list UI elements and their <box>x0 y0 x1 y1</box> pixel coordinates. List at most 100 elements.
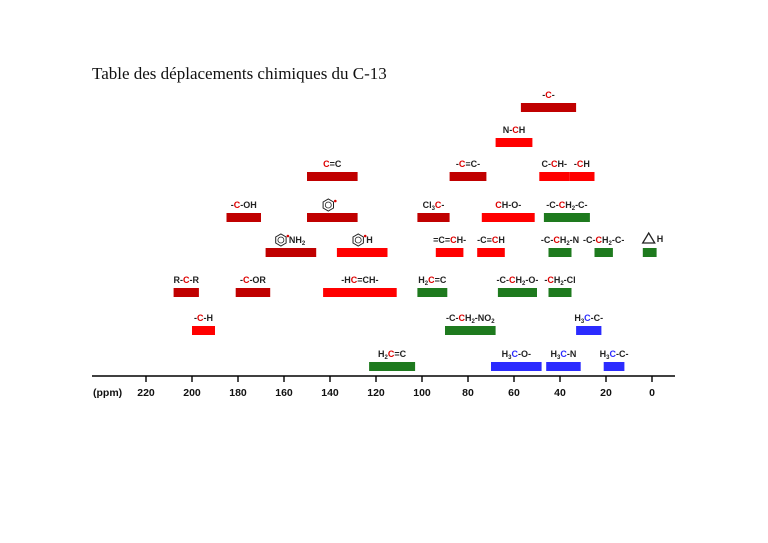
group-label-text: -C≡C- <box>456 159 480 169</box>
group-label-text: -C- <box>542 90 555 100</box>
range-bar <box>307 172 358 181</box>
range-bars <box>173 103 657 371</box>
range-bar <box>569 172 595 181</box>
group-label: -HC=CH- <box>341 275 378 285</box>
group-label-text: NH2 <box>289 235 306 247</box>
range-bar <box>548 288 572 297</box>
axis-tick-label: 80 <box>462 387 474 399</box>
range-bar <box>495 138 533 147</box>
axis-tick-label: 160 <box>275 387 293 399</box>
group-label-text: H2C=C <box>418 275 447 287</box>
range-bar <box>417 288 448 297</box>
group-label-text: C-CH- <box>542 159 568 169</box>
benzene-ring-icon <box>352 233 364 247</box>
group-label: H <box>641 231 664 244</box>
group-label: Cl3C- <box>423 200 445 212</box>
group-label: -C-CH2-N <box>541 235 579 247</box>
group-label-text: H3C-C- <box>574 313 603 325</box>
range-bar <box>435 248 464 257</box>
group-label-text: R-C-R <box>174 275 200 285</box>
group-label: R-C-R <box>174 275 200 285</box>
range-bar <box>449 172 487 181</box>
group-label: -CH2-Cl <box>544 275 575 287</box>
group-label: -C-CH2-NO2 <box>446 313 495 325</box>
range-bar <box>539 172 570 181</box>
range-bar <box>417 213 450 222</box>
aromatic-circle-icon <box>277 236 285 244</box>
axis-tick-label: 0 <box>649 387 655 399</box>
group-label: -C≡C- <box>456 159 480 169</box>
range-bar <box>336 248 388 257</box>
group-label-text: -CH <box>574 159 590 169</box>
carbon-marker-icon <box>334 199 337 203</box>
axis-tick-label: 60 <box>508 387 520 399</box>
group-label-text: H2C=C <box>378 349 407 361</box>
group-label-text: -HC=CH- <box>341 275 378 285</box>
range-bar <box>491 362 542 371</box>
group-label-text: H3C-C- <box>600 349 629 361</box>
group-label: C-CH- <box>542 159 568 169</box>
group-label-text: -C-CH2-O- <box>497 275 539 287</box>
group-label-text: -C-CH2-N <box>541 235 579 247</box>
axis-tick-label: 220 <box>137 387 155 399</box>
group-label-text: -C-CH2-C- <box>583 235 624 247</box>
group-label: -C-CH2-C- <box>583 235 624 247</box>
group-label: -C-CH2-O- <box>497 275 539 287</box>
cyclopropane-ring-icon <box>641 231 656 244</box>
carbon-marker-icon <box>363 234 367 238</box>
range-bar <box>226 213 261 222</box>
group-label-text: -CH2-Cl <box>544 275 575 287</box>
group-label: H3C-N <box>551 349 577 361</box>
group-label: H2C=C <box>418 275 447 287</box>
group-label: NH2 <box>275 233 306 247</box>
ppm-axis: (ppm) 220 200 180 160 140 120 100 80 60 40 20 0 <box>92 375 675 399</box>
group-label: =C=CH- <box>433 235 466 245</box>
aromatic-circle-icon <box>354 236 362 244</box>
range-bar <box>445 326 496 335</box>
axis-tick-label: 200 <box>183 387 201 399</box>
group-label: -CH <box>574 159 590 169</box>
range-bar <box>173 288 199 297</box>
range-bar <box>576 326 602 335</box>
range-bar <box>192 326 215 335</box>
group-label: -C-H <box>194 313 213 323</box>
group-label: C=C <box>323 159 342 169</box>
group-label-text: H <box>657 234 664 244</box>
group-label-text: -C-OR <box>240 275 266 285</box>
group-label: -C≡CH <box>477 235 505 245</box>
group-label <box>322 198 337 212</box>
carbon-marker-icon <box>286 234 290 238</box>
group-label: N-CH <box>503 125 526 135</box>
range-bar <box>603 362 625 371</box>
range-bar <box>307 213 358 222</box>
range-bar <box>481 213 535 222</box>
range-bar <box>546 362 581 371</box>
aromatic-circle-icon <box>324 201 332 209</box>
group-label-text: N-CH <box>503 125 526 135</box>
group-label: H <box>352 233 373 247</box>
group-label-text: H3C-N <box>551 349 577 361</box>
group-label-text: =C=CH- <box>433 235 466 245</box>
range-bar <box>235 288 271 297</box>
range-bar <box>543 213 590 222</box>
group-label-text: -C-CH2-C- <box>546 200 587 212</box>
range-bar <box>477 248 505 257</box>
range-bar <box>548 248 572 257</box>
group-label: -C-CH2-C- <box>546 200 587 212</box>
benzene-ring-icon <box>275 233 287 247</box>
group-label: CH-O- <box>495 200 521 210</box>
group-label-text: Cl3C- <box>423 200 445 212</box>
group-label: -C-OR <box>240 275 266 285</box>
group-label-text: H <box>366 235 373 245</box>
range-bar <box>323 288 397 297</box>
group-label: -C-OH <box>231 200 257 210</box>
range-bar <box>594 248 613 257</box>
range-bar <box>642 248 657 257</box>
range-bar <box>369 362 416 371</box>
range-bar <box>497 288 537 297</box>
group-label: H2C=C <box>378 349 407 361</box>
group-label-text: H3C-O- <box>502 349 531 361</box>
group-label: H3C-C- <box>600 349 629 361</box>
group-labels: -C- N-CH C=C -C≡C- C-CH- -CH -C-OH Cl3C- CH-O- -C… <box>174 90 664 361</box>
